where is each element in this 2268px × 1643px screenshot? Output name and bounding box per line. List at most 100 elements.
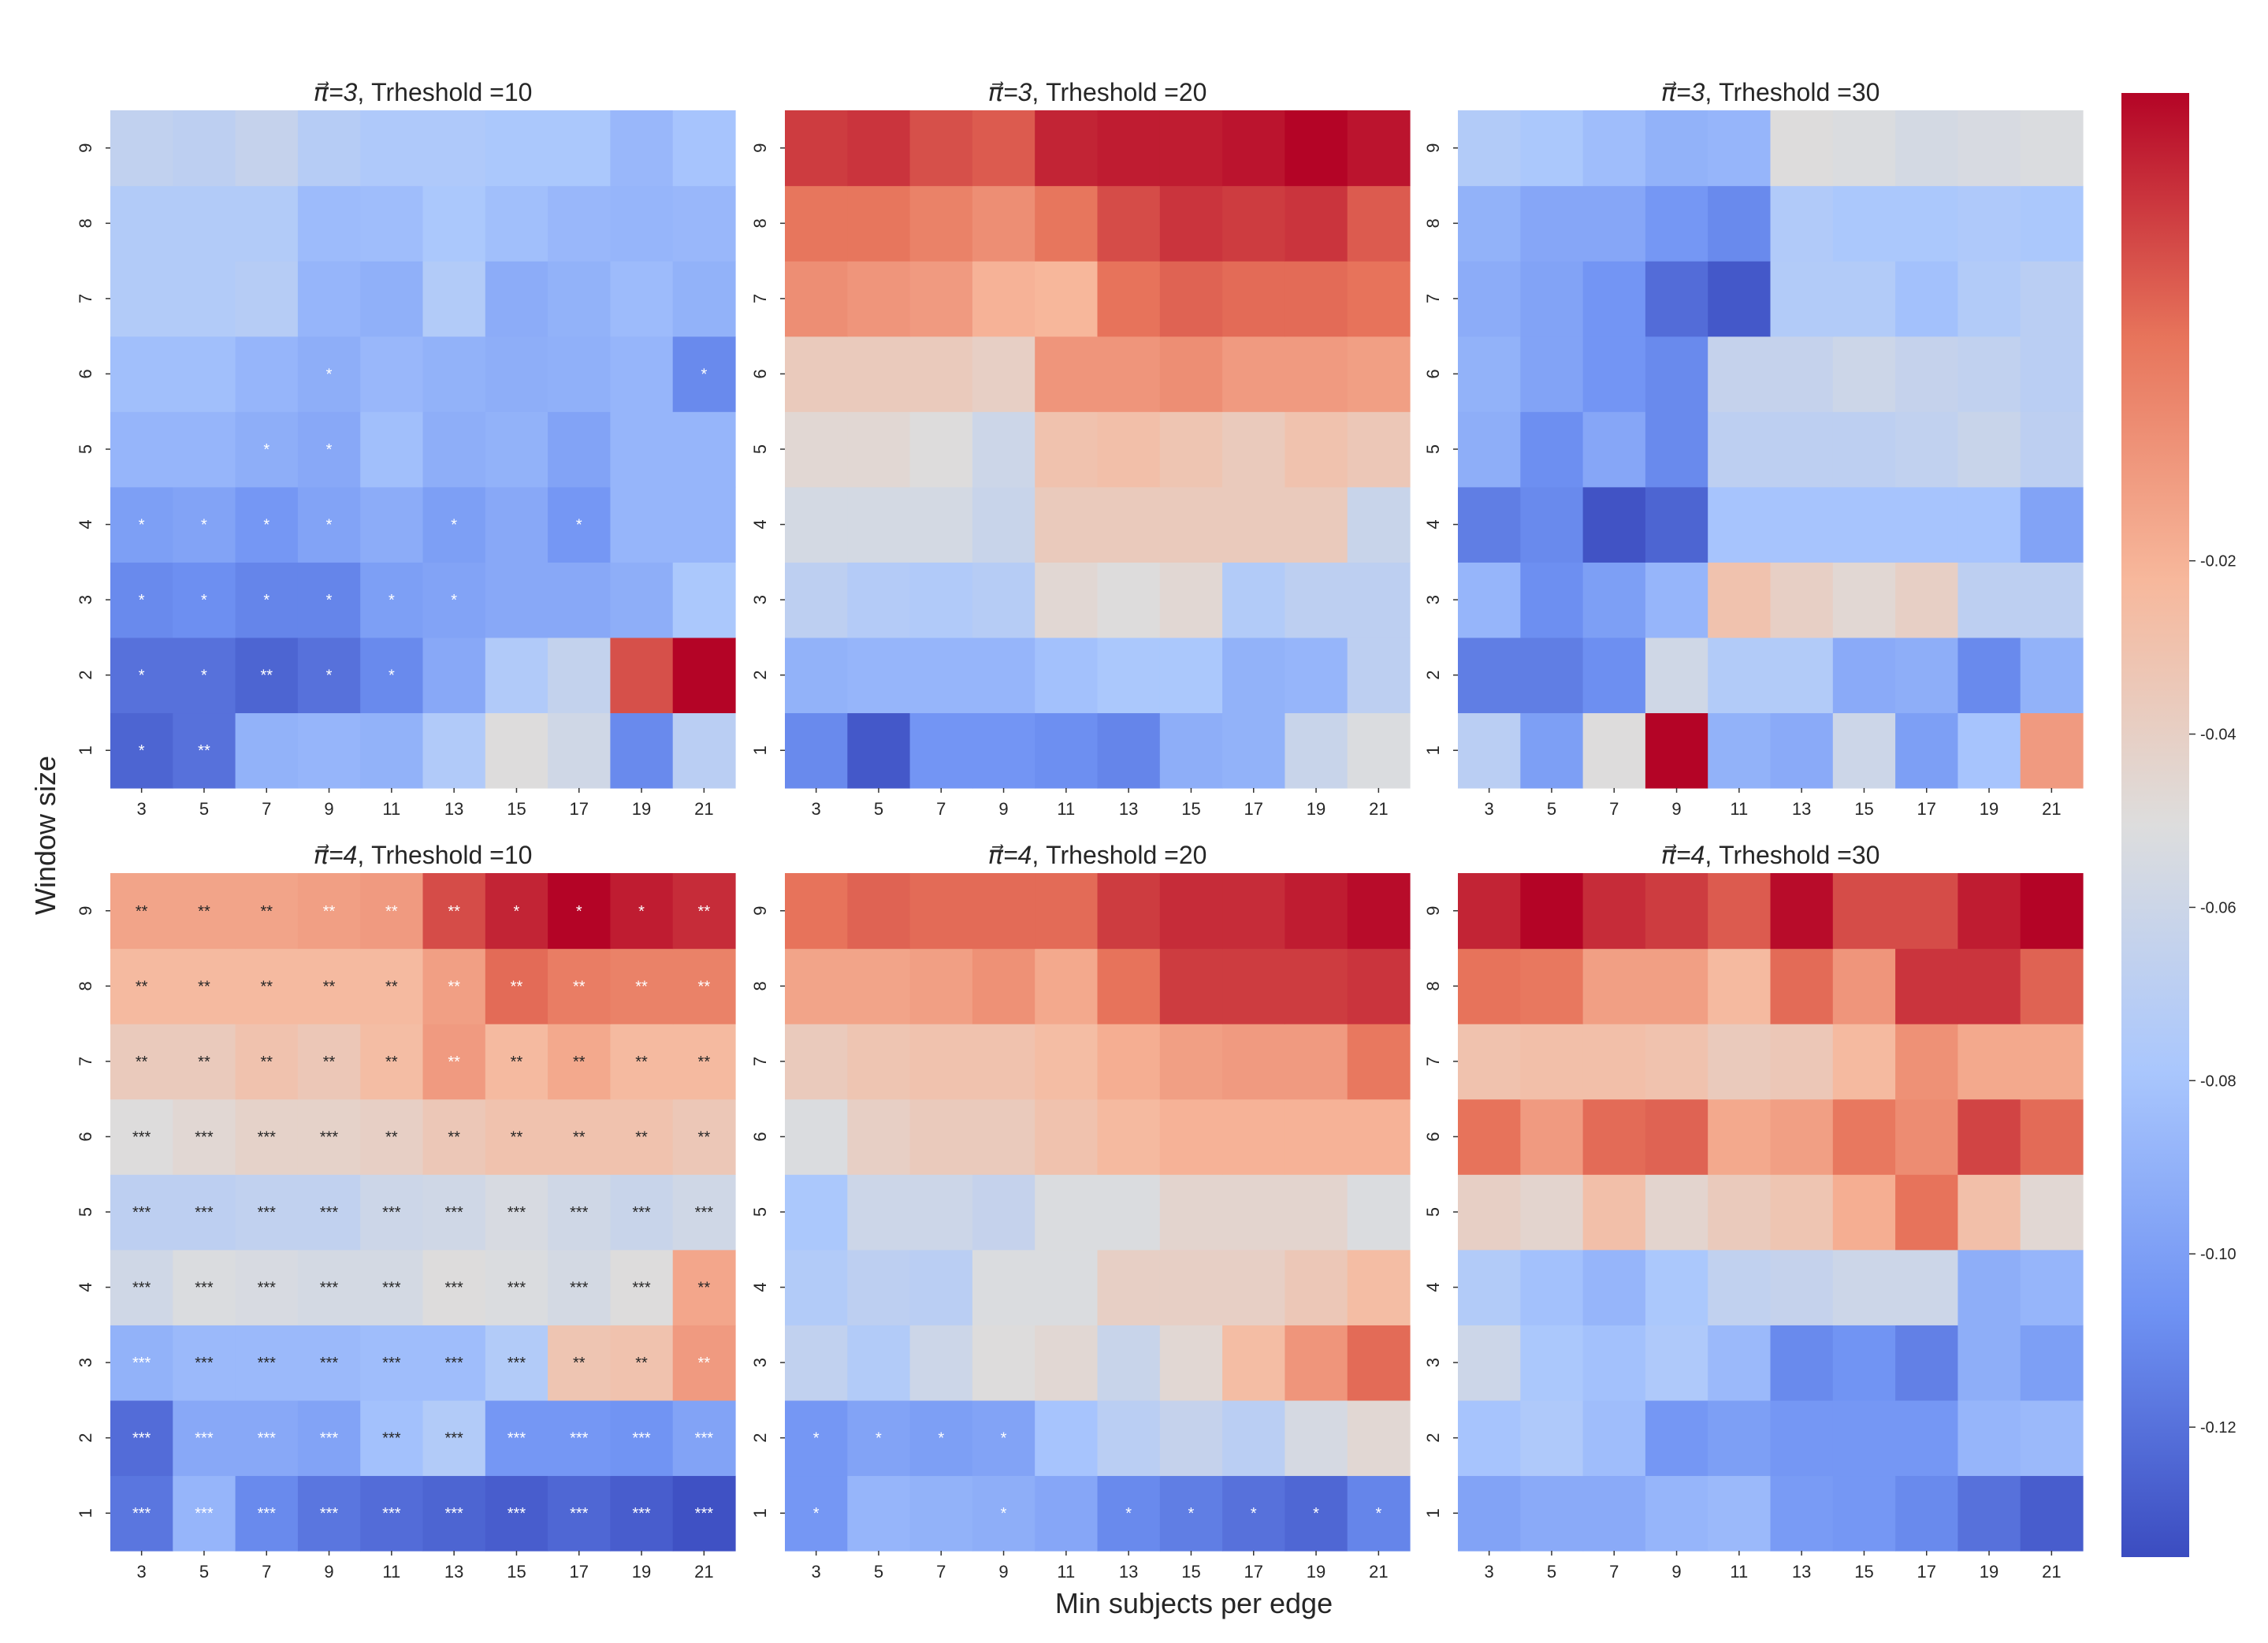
heatmap-cell — [672, 185, 736, 262]
heatmap-cell — [422, 1400, 486, 1477]
heatmap-cell — [1520, 712, 1584, 789]
y-tick-label: 7 — [750, 294, 770, 303]
y-tick-label: 4 — [76, 519, 95, 529]
heatmap-cell — [1582, 261, 1646, 337]
heatmap-cell — [110, 1174, 173, 1251]
significance-label: *** — [320, 1430, 339, 1448]
y-tick-label: 6 — [76, 1132, 95, 1141]
heatmap-cell — [909, 948, 973, 1024]
heatmap-cell — [360, 486, 424, 563]
heatmap-cell — [1285, 1174, 1348, 1251]
heatmap-cell — [1895, 1400, 1958, 1477]
x-tick-label: 17 — [570, 1562, 589, 1582]
heatmap-cell — [2020, 637, 2084, 714]
significance-label: *** — [195, 1505, 214, 1522]
heatmap-cell — [1458, 712, 1521, 789]
y-tick-label: 8 — [76, 981, 95, 991]
significance-label: *** — [508, 1280, 526, 1297]
y-tick-label: 8 — [1423, 981, 1443, 991]
heatmap-cell — [972, 486, 1035, 563]
heatmap-cell — [548, 948, 611, 1024]
heatmap-cell — [360, 948, 424, 1024]
heatmap-cell — [972, 948, 1035, 1024]
heatmap-cell — [1895, 1475, 1958, 1552]
heatmap-cell — [672, 261, 736, 337]
heatmap-cell — [1285, 411, 1348, 488]
heatmap-cell — [2020, 411, 2084, 488]
heatmap-cell — [909, 411, 973, 488]
panel-title: π⃗=3, Trheshold =10 — [314, 78, 533, 106]
significance-label: *** — [132, 1430, 151, 1448]
significance-label: ** — [260, 1054, 273, 1071]
heatmap-cell — [1645, 948, 1708, 1024]
heatmap-cell — [972, 562, 1035, 638]
heatmap-cell — [1520, 110, 1584, 187]
heatmap-cell — [1582, 1249, 1646, 1325]
y-tick-label: 2 — [76, 671, 95, 680]
heatmap-cell — [110, 1325, 173, 1401]
significance-label: *** — [444, 1280, 463, 1297]
heatmap-cell — [1520, 411, 1584, 488]
heatmap-cell — [485, 185, 548, 262]
heatmap-cell — [1770, 873, 1834, 950]
heatmap-cell — [1582, 1098, 1646, 1175]
heatmap-cell — [485, 110, 548, 187]
heatmap-cell — [485, 1174, 548, 1251]
heatmap-cell — [297, 712, 361, 789]
heatmap-cell — [1958, 110, 2021, 187]
heatmap-cell — [972, 1475, 1035, 1552]
heatmap-cell — [1458, 1098, 1521, 1175]
heatmap-cell — [360, 110, 424, 187]
panel-title-text: , Trheshold =10 — [357, 841, 532, 869]
y-tick-label: 5 — [1423, 444, 1443, 454]
heatmap-cell — [1347, 637, 1411, 714]
heatmap-cell — [1097, 873, 1161, 950]
heatmap-cell — [909, 1249, 973, 1325]
heatmap-cell — [1458, 1249, 1521, 1325]
heatmap-cell — [1222, 336, 1285, 412]
heatmap-cell — [1222, 1475, 1285, 1552]
heatmap-cell — [972, 1098, 1035, 1175]
heatmap-cell — [548, 1174, 611, 1251]
panel-title-prefix: π⃗=4 — [1661, 841, 1705, 869]
heatmap-cell — [1222, 185, 1285, 262]
x-tick-label: 9 — [998, 799, 1008, 819]
significance-label: *** — [132, 1505, 151, 1522]
heatmap-cell — [1895, 185, 1958, 262]
heatmap-cell — [610, 637, 674, 714]
heatmap-cell — [1285, 1249, 1348, 1325]
y-tick-label: 3 — [750, 595, 770, 604]
significance-label: *** — [632, 1505, 651, 1522]
heatmap-cell — [1222, 637, 1285, 714]
y-tick-label: 9 — [750, 906, 770, 916]
heatmap-cell — [1035, 261, 1099, 337]
heatmap-cell — [847, 411, 911, 488]
heatmap-cell — [1708, 1024, 1772, 1100]
x-tick-label: 9 — [324, 1562, 333, 1582]
heatmap-cell — [909, 486, 973, 563]
heatmap-cell — [1097, 486, 1161, 563]
heatmap-cell — [972, 185, 1035, 262]
heatmap-cell — [173, 185, 236, 262]
heatmap-cell — [1708, 873, 1772, 950]
heatmap-cell — [1645, 411, 1708, 488]
significance-label: * — [1001, 1430, 1007, 1448]
x-tick-label: 13 — [1792, 1562, 1811, 1582]
y-tick-label: 1 — [750, 1508, 770, 1518]
heatmap-cell — [785, 1098, 848, 1175]
panel-title: π⃗=4, Trheshold =10 — [314, 841, 533, 869]
heatmap-cell — [847, 1475, 911, 1552]
heatmap-cell — [785, 1024, 848, 1100]
heatmap-cell — [1458, 873, 1521, 950]
heatmap-cell — [1159, 185, 1223, 262]
heatmap-cell — [1347, 1475, 1411, 1552]
significance-label: ** — [635, 1128, 648, 1146]
significance-label: * — [139, 667, 145, 685]
heatmap-cell — [485, 1475, 548, 1552]
heatmap-cell — [1347, 1024, 1411, 1100]
significance-label: * — [1001, 1505, 1007, 1522]
heatmap-cell — [1159, 261, 1223, 337]
heatmap-cell — [972, 1174, 1035, 1251]
x-tick-label: 15 — [1854, 1562, 1873, 1582]
heatmap-cell — [1035, 185, 1099, 262]
